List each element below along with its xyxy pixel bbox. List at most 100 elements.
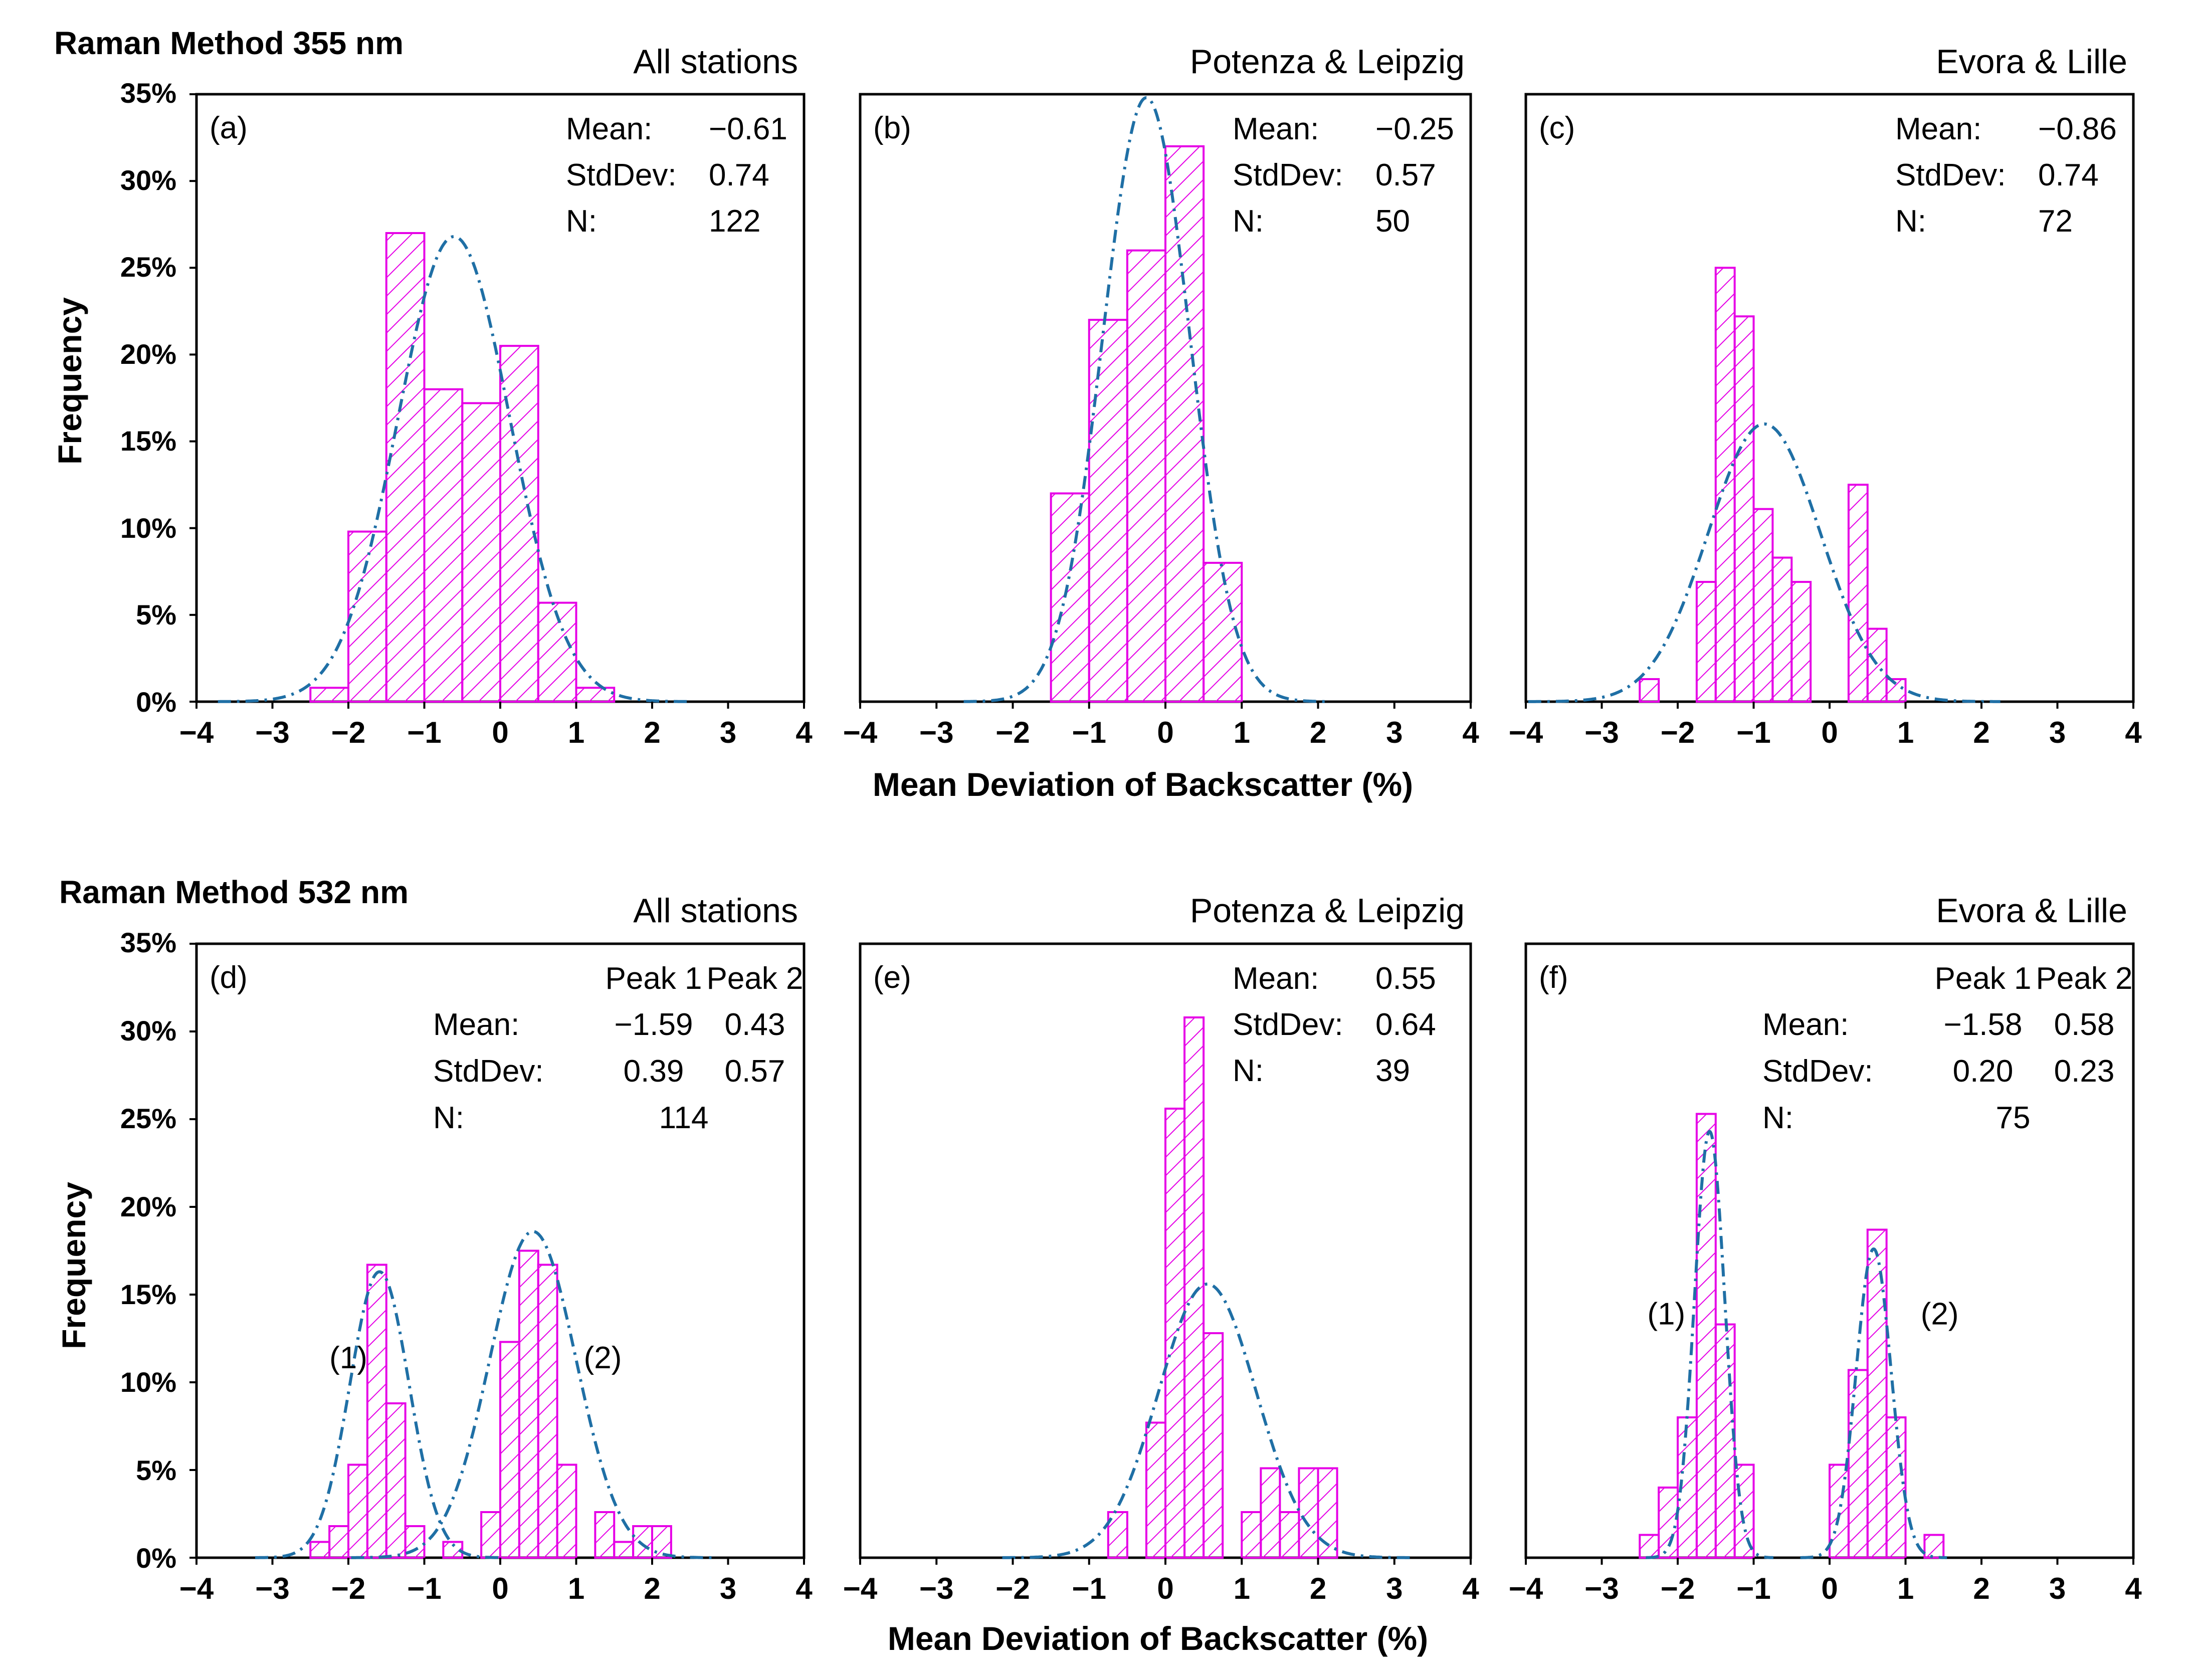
histogram-bar — [347, 1463, 368, 1559]
x-tick-label: −2 — [995, 1572, 1030, 1605]
histogram-bar — [423, 388, 464, 703]
stat-label: N: — [1762, 1101, 1793, 1135]
stat-value: 0.58 — [2054, 1007, 2115, 1042]
histogram-bar — [1260, 1467, 1281, 1559]
x-tick-label: 2 — [644, 716, 660, 749]
histogram-bar — [1050, 492, 1090, 703]
x-tick-label: 4 — [2125, 1572, 2142, 1605]
histogram-bar — [613, 1541, 635, 1559]
stat-value: −1.58 — [1944, 1007, 2023, 1042]
histogram-bar — [461, 402, 501, 703]
x-tick-label: 3 — [720, 1572, 736, 1605]
stat-label: Mean: — [1895, 112, 1981, 146]
fit-curve — [218, 235, 690, 703]
stat-value: 0.64 — [1375, 1007, 1436, 1042]
stat-value: 0.74 — [2038, 158, 2099, 192]
fit-curve — [1002, 1282, 1413, 1559]
panel-title: Potenza & Leipzig — [1190, 43, 1465, 81]
fit-curve — [1528, 422, 2001, 703]
stat-value: 0.43 — [725, 1007, 785, 1042]
x-tick-label: 1 — [568, 1572, 584, 1605]
x-tick-label: 2 — [644, 1572, 660, 1605]
stat-value: 0.39 — [624, 1054, 684, 1089]
x-tick-label: 2 — [1973, 1572, 1989, 1605]
x-tick-label: −4 — [843, 1572, 878, 1605]
y-tick-label: 25% — [120, 1103, 176, 1134]
stats-block: Mean: −0.61 StdDev: 0.74 N: 122 — [566, 112, 787, 239]
stat-label: StdDev: — [566, 158, 677, 192]
histogram-bar — [1771, 556, 1793, 703]
x-tick-label: −3 — [919, 1572, 953, 1605]
x-tick-label: −1 — [407, 716, 441, 749]
histogram-bar — [366, 1264, 387, 1559]
x-tick-label: −4 — [843, 716, 878, 749]
peak-annotation: (2) — [584, 1341, 622, 1375]
stat-value: 0.74 — [709, 158, 769, 192]
panel-title: Evora & Lille — [1936, 892, 2127, 930]
histogram-bar — [1847, 1369, 1869, 1559]
panel-title: All stations — [633, 43, 798, 81]
row-title-355: Raman Method 355 nm — [54, 25, 404, 61]
peak1-header: Peak 1 — [605, 961, 702, 996]
stat-label: N: — [433, 1101, 464, 1135]
stats-block: Peak 1 Peak 2 Mean: −1.59 0.43 StdDev: 0.39 0.5… — [433, 961, 804, 1135]
histogram-bar — [1847, 484, 1869, 703]
histogram-bar — [1183, 1016, 1205, 1559]
x-tick-label: −3 — [255, 1572, 289, 1605]
x-tick-label: 3 — [2049, 1572, 2066, 1605]
y-tick-label: 30% — [120, 164, 176, 196]
peak-annotation: (2) — [1921, 1297, 1959, 1332]
x-tick-label: −4 — [179, 716, 214, 749]
stat-label: StdDev: — [1233, 1007, 1343, 1042]
histogram-bar — [1145, 1421, 1166, 1559]
fit-curve — [963, 96, 1329, 703]
x-tick-label: 3 — [720, 716, 736, 749]
histogram-bar — [1203, 1332, 1224, 1559]
histogram-bar — [1639, 678, 1660, 703]
histogram-bar — [1866, 627, 1888, 703]
histogram-bar — [1241, 1511, 1262, 1559]
x-tick-label: 0 — [492, 716, 508, 749]
x-tick-label: −2 — [331, 716, 365, 749]
x-tick-label: 0 — [1157, 1572, 1173, 1605]
x-tick-label: 4 — [1462, 716, 1479, 749]
x-tick-label: 4 — [795, 1572, 813, 1605]
stat-value: 72 — [2038, 204, 2073, 239]
y-tick-label: 30% — [120, 1015, 176, 1046]
stat-label: StdDev: — [1895, 158, 2006, 192]
row-title-532: Raman Method 532 nm — [59, 874, 409, 910]
x-tick-label: 1 — [568, 716, 584, 749]
histogram-bar — [1733, 1463, 1755, 1559]
stat-label: StdDev: — [1762, 1054, 1873, 1089]
histogram-bar — [1714, 1323, 1736, 1559]
histogram-bar — [537, 1264, 558, 1559]
peak2-header: Peak 2 — [2036, 961, 2132, 996]
stat-label: Mean: — [433, 1007, 519, 1042]
x-tick-label: 0 — [492, 1572, 508, 1605]
stat-value: 0.57 — [725, 1054, 785, 1089]
y-axis-label-532: Frequency — [55, 1182, 92, 1349]
histogram-bar — [1885, 1416, 1907, 1559]
stats-block: Mean: −0.25 StdDev: 0.57 N: 50 — [1233, 112, 1454, 239]
stat-value: 0.55 — [1375, 961, 1436, 996]
fit-curve — [351, 1229, 715, 1559]
stat-value: −0.86 — [2038, 112, 2117, 146]
stat-value: −0.61 — [709, 112, 787, 146]
histogram-bar — [385, 232, 426, 703]
x-tick-label: 4 — [795, 716, 813, 749]
stat-label: StdDev: — [1233, 158, 1343, 192]
x-tick-label: −3 — [919, 716, 953, 749]
panel-letter: (f) — [1539, 960, 1568, 995]
stat-value: 75 — [1996, 1101, 2031, 1135]
y-tick-label: 35% — [120, 77, 176, 109]
x-tick-label: 1 — [1897, 1572, 1914, 1605]
fit-curve — [255, 1270, 504, 1559]
x-tick-label: −2 — [1661, 716, 1695, 749]
histogram-bar — [1714, 267, 1736, 703]
x-tick-label: −4 — [1509, 716, 1543, 749]
histogram-bar — [347, 530, 387, 703]
x-tick-label: −3 — [1584, 1572, 1619, 1605]
peak2-header: Peak 2 — [706, 961, 803, 996]
histogram-bar — [309, 687, 349, 703]
x-tick-label: −3 — [255, 716, 289, 749]
